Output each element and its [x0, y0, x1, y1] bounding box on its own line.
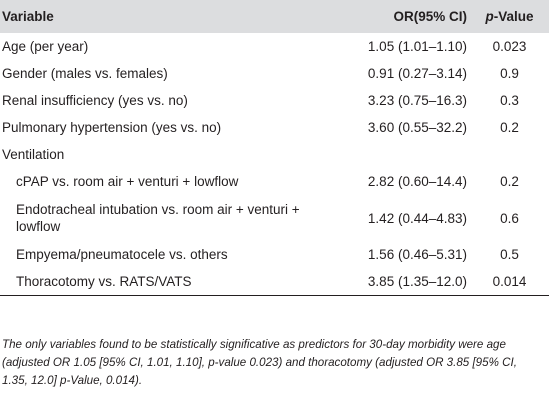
row-odds-ratio: 0.91 (0.27–3.14) — [367, 66, 467, 81]
row-odds-ratio: 1.05 (1.01–1.10) — [367, 39, 467, 54]
row-odds-ratio: 3.85 (1.35–12.0) — [367, 273, 467, 289]
row-odds-ratio: 3.60 (0.55–32.2) — [367, 120, 467, 135]
odds-ratio-table: Variable OR(95% CI) p-Value Age (per yea… — [0, 0, 549, 295]
table-row: Empyema/pneumatocele vs. others 1.56 (0.… — [0, 241, 549, 268]
table-header-row: Variable OR(95% CI) p-Value — [0, 0, 549, 33]
table-row: Thoracotomy vs. RATS/VATS 3.85 (1.35–12.… — [0, 268, 549, 295]
row-variable: Empyema/pneumatocele vs. others — [16, 247, 228, 262]
row-p-value: 0.6 — [500, 210, 519, 226]
row-variable: Endotracheal intubation vs. room air + v… — [16, 202, 300, 234]
row-variable: Age (per year) — [2, 39, 89, 54]
table-row: Age (per year) 1.05 (1.01–1.10) 0.023 — [0, 33, 549, 60]
row-odds-ratio: 2.82 (0.60–14.4) — [367, 174, 467, 189]
row-variable: Pulmonary hypertension (yes vs. no) — [2, 120, 222, 135]
table-row-group-heading: Ventilation — [0, 141, 549, 168]
table-row: Gender (males vs. females) 0.91 (0.27–3.… — [0, 60, 549, 87]
row-variable: cPAP vs. room air + venturi + lowflow — [16, 174, 239, 189]
row-odds-ratio: 1.56 (0.46–5.31) — [367, 247, 467, 262]
row-p-value: 0.023 — [492, 39, 527, 54]
row-odds-ratio — [320, 141, 470, 168]
row-p-value: 0.2 — [500, 174, 519, 189]
row-odds-ratio: 1.42 (0.44–4.83) — [367, 210, 467, 226]
row-p-value: 0.3 — [500, 93, 519, 108]
row-odds-ratio: 3.23 (0.75–16.3) — [367, 93, 467, 108]
header-p-value: p-Value — [470, 0, 549, 33]
row-p-value: 0.5 — [500, 247, 519, 262]
row-p-value: 0.2 — [500, 120, 519, 135]
header-odds-ratio: OR(95% CI) — [393, 9, 467, 24]
row-variable: Renal insufficiency (yes vs. no) — [2, 93, 188, 108]
row-p-value — [470, 141, 549, 168]
header-variable: Variable — [2, 9, 54, 24]
row-group-heading: Ventilation — [2, 147, 65, 162]
results-table-container: Variable OR(95% CI) p-Value Age (per yea… — [0, 0, 549, 295]
table-row: Endotracheal intubation vs. room air + v… — [0, 195, 549, 241]
row-p-value: 0.014 — [492, 273, 527, 289]
table-footnote: The only variables found to be statistic… — [2, 338, 517, 387]
header-p-suffix: -Value — [493, 9, 534, 24]
table-row: Renal insufficiency (yes vs. no) 3.23 (0… — [0, 87, 549, 114]
row-variable: Thoracotomy vs. RATS/VATS — [16, 273, 192, 289]
table-row: Pulmonary hypertension (yes vs. no) 3.60… — [0, 114, 549, 141]
table-row: cPAP vs. room air + venturi + lowflow 2.… — [0, 168, 549, 195]
row-variable: Gender (males vs. females) — [2, 66, 168, 81]
header-p-letter: p — [485, 9, 494, 24]
row-p-value: 0.9 — [500, 66, 519, 81]
